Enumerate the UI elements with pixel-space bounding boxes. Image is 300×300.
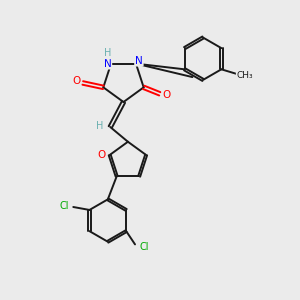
Text: N: N bbox=[103, 59, 111, 69]
Text: O: O bbox=[97, 150, 106, 160]
Text: H: H bbox=[96, 121, 103, 130]
Text: O: O bbox=[162, 90, 170, 100]
Text: O: O bbox=[72, 76, 80, 86]
Text: N: N bbox=[135, 56, 143, 66]
Text: CH₃: CH₃ bbox=[237, 71, 253, 80]
Text: Cl: Cl bbox=[59, 200, 69, 211]
Text: H: H bbox=[104, 48, 111, 58]
Text: Cl: Cl bbox=[140, 242, 149, 252]
